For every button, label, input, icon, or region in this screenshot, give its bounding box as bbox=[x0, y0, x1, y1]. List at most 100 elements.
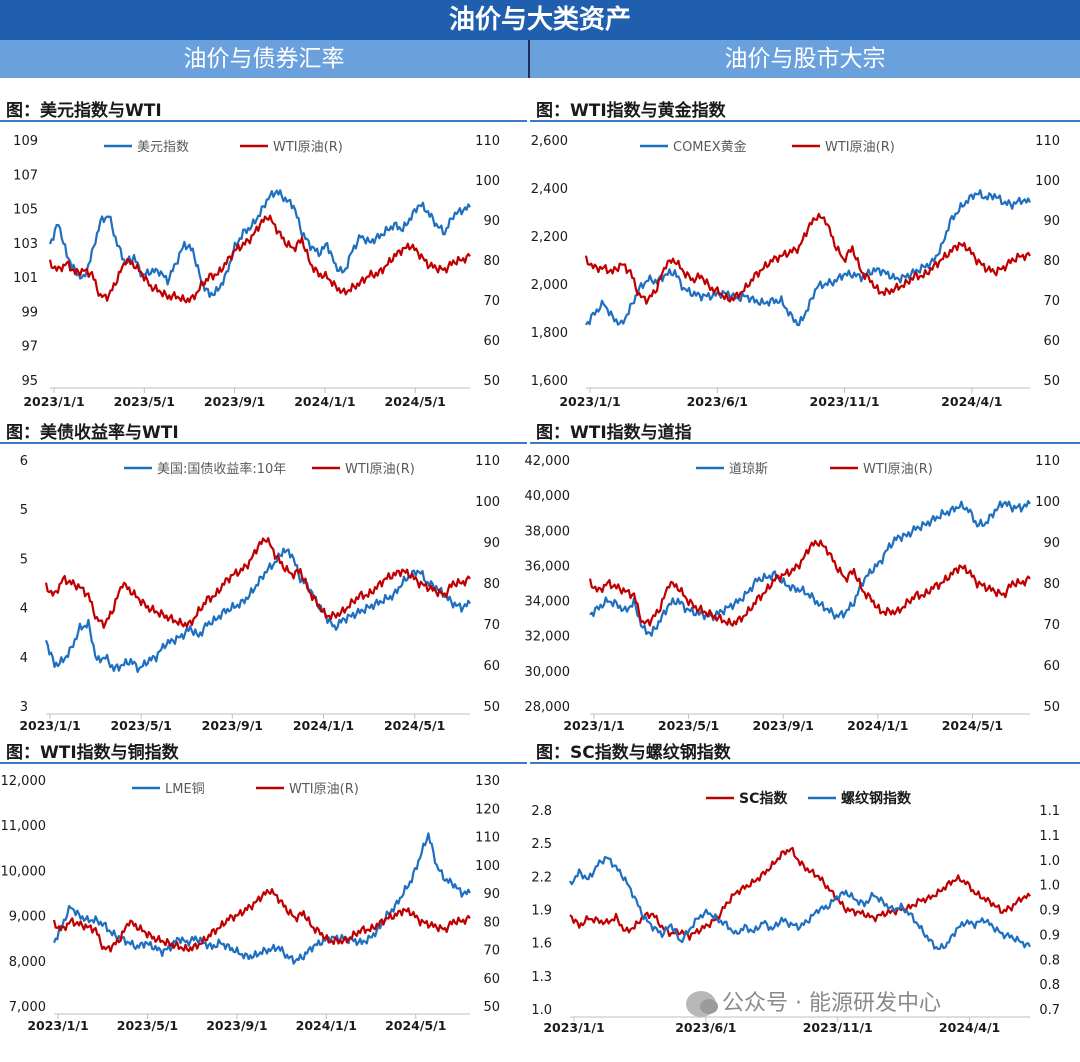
y-left-tick-label: 32,000 bbox=[525, 630, 571, 645]
y-left-tick-label: 30,000 bbox=[525, 665, 571, 680]
title-rule bbox=[530, 120, 1080, 122]
chart-title: 图：WTI指数与铜指数 bbox=[6, 743, 179, 763]
y-left-tick-label: 2.5 bbox=[531, 837, 552, 852]
chart-panel-gold_wti: 图：WTI指数与黄金指数 1,600 1,800 2,000 2,200 2,400 2,6… bbox=[530, 96, 1080, 422]
x-tick-label: 2024/5/1 bbox=[385, 1018, 446, 1033]
x-tick-label: 2024/5/1 bbox=[942, 718, 1003, 733]
y-right-tick-label: 0.8 bbox=[1039, 978, 1060, 993]
y-right-tick-label: 110 bbox=[475, 134, 500, 149]
y-right-tick-label: 90 bbox=[483, 214, 500, 229]
y-left-tick-label: 1.6 bbox=[531, 937, 552, 952]
y-left-tick-label: 36,000 bbox=[525, 559, 571, 574]
x-tick-label: 2023/9/1 bbox=[204, 394, 265, 409]
y-left-tick-label: 101 bbox=[13, 271, 38, 286]
x-tick-label: 2023/1/1 bbox=[543, 1020, 604, 1035]
y-left-tick-label: 8,000 bbox=[9, 955, 46, 970]
y-right-tick-label: 1.0 bbox=[1039, 879, 1060, 894]
y-right-tick-label: 80 bbox=[483, 254, 500, 269]
watermark-text: 公众号 · 能源研发中心 bbox=[722, 991, 941, 1016]
y-right-tick-label: 90 bbox=[1043, 214, 1060, 229]
legend-label: WTI原油(R) bbox=[289, 782, 359, 797]
y-right-tick-label: 1.0 bbox=[1039, 854, 1060, 869]
chart-panel-dxy_wti: 图：美元指数与WTI 95 97 99 101 103 105 107 109 50 60 70 80 9… bbox=[0, 96, 527, 422]
y-left-tick-label: 34,000 bbox=[525, 595, 571, 610]
chart-svg: 3 4 4 5 5 6 50 60 70 80 90 100 110 2023/1/1 2023/5/1 20… bbox=[19, 454, 500, 733]
chart-svg: 28,000 30,000 32,000 34,000 36,000 38,000 40,0… bbox=[525, 454, 1061, 733]
y-left-tick-label: 1,800 bbox=[531, 326, 568, 341]
y-right-tick-label: 90 bbox=[1043, 536, 1060, 551]
x-tick-label: 2023/1/1 bbox=[563, 718, 624, 733]
y-left-tick-label: 5 bbox=[20, 552, 28, 567]
title-rule bbox=[0, 120, 527, 122]
y-right-tick-label: 110 bbox=[475, 831, 500, 846]
legend-label: WTI原油(R) bbox=[863, 462, 933, 477]
y-right-tick-label: 50 bbox=[483, 1000, 500, 1015]
y-right-tick-label: 60 bbox=[483, 972, 500, 987]
y-left-tick-label: 11,000 bbox=[1, 819, 47, 834]
chart-panel-dow_wti: 图：WTI指数与道指 28,000 30,000 32,000 34,000 36,000… bbox=[525, 418, 1080, 744]
x-tick-label: 2023/9/1 bbox=[206, 1018, 267, 1033]
y-left-tick-label: 4 bbox=[20, 651, 28, 666]
chart-panel-ust_wti: 图：美债收益率与WTI 3 4 4 5 5 6 50 60 70 80 90 100 110 2023/1/… bbox=[0, 418, 527, 744]
y-left-tick-label: 1.0 bbox=[531, 1003, 552, 1018]
series-line-left-axis bbox=[48, 189, 471, 298]
chart-title: 图：SC指数与螺纹钢指数 bbox=[536, 743, 731, 763]
x-tick-label: 2024/4/1 bbox=[939, 1020, 1000, 1035]
y-right-tick-label: 60 bbox=[1043, 659, 1060, 674]
y-left-tick-label: 5 bbox=[20, 503, 28, 518]
y-left-tick-label: 28,000 bbox=[525, 700, 571, 715]
y-left-tick-label: 9,000 bbox=[9, 910, 46, 925]
y-right-tick-label: 110 bbox=[1035, 134, 1060, 149]
x-tick-label: 2023/6/1 bbox=[675, 1020, 736, 1035]
x-tick-label: 2023/5/1 bbox=[658, 718, 719, 733]
y-right-tick-label: 70 bbox=[1043, 294, 1060, 309]
title-rule bbox=[0, 442, 527, 444]
y-left-tick-label: 99 bbox=[21, 305, 38, 320]
series-line-right-axis bbox=[569, 855, 1031, 951]
x-tick-label: 2023/9/1 bbox=[202, 718, 263, 733]
y-left-tick-label: 2.2 bbox=[531, 870, 552, 885]
y-right-tick-label: 50 bbox=[483, 374, 500, 389]
title-rule bbox=[530, 762, 1080, 764]
chart-title: 图：美元指数与WTI bbox=[6, 101, 162, 121]
y-right-tick-label: 90 bbox=[483, 887, 500, 902]
y-left-tick-label: 2,000 bbox=[531, 278, 568, 293]
series-line-left-axis bbox=[569, 846, 1031, 941]
wechat-icon bbox=[686, 991, 718, 1017]
y-left-tick-label: 40,000 bbox=[525, 489, 571, 504]
y-right-tick-label: 100 bbox=[1035, 495, 1060, 510]
legend-label: SC指数 bbox=[739, 790, 788, 807]
y-right-tick-label: 110 bbox=[475, 454, 500, 469]
x-tick-label: 2024/4/1 bbox=[941, 394, 1002, 409]
y-left-tick-label: 2,400 bbox=[531, 182, 568, 197]
y-left-tick-label: 12,000 bbox=[1, 774, 47, 789]
x-tick-label: 2023/1/1 bbox=[19, 718, 80, 733]
y-left-tick-label: 2.8 bbox=[531, 804, 552, 819]
series-line-left-axis bbox=[589, 499, 1031, 637]
y-right-tick-label: 100 bbox=[475, 859, 500, 874]
y-left-tick-label: 97 bbox=[21, 340, 38, 355]
y-left-tick-label: 2,600 bbox=[531, 134, 568, 149]
y-left-tick-label: 2,200 bbox=[531, 230, 568, 245]
y-right-tick-label: 70 bbox=[1043, 618, 1060, 633]
section-header-bonds-fx: 油价与债券汇率 bbox=[0, 40, 528, 78]
chart-title: 图：美债收益率与WTI bbox=[6, 423, 179, 443]
series-line-left-axis bbox=[585, 189, 1031, 327]
legend-label: 美国:国债收益率:10年 bbox=[157, 461, 286, 477]
page-banner: 油价与大类资产 bbox=[0, 0, 1080, 40]
y-right-tick-label: 0.7 bbox=[1039, 1003, 1060, 1018]
x-tick-label: 2023/11/1 bbox=[810, 394, 880, 409]
y-right-tick-label: 80 bbox=[1043, 254, 1060, 269]
y-right-tick-label: 90 bbox=[483, 536, 500, 551]
y-left-tick-label: 105 bbox=[13, 203, 38, 218]
y-left-tick-label: 38,000 bbox=[525, 524, 571, 539]
x-tick-label: 2024/5/1 bbox=[384, 718, 445, 733]
legend-label: LME铜 bbox=[165, 782, 205, 797]
y-left-tick-label: 4 bbox=[20, 602, 28, 617]
y-left-tick-label: 103 bbox=[13, 237, 38, 252]
y-left-tick-label: 1,600 bbox=[531, 374, 568, 389]
y-right-tick-label: 50 bbox=[483, 700, 500, 715]
x-tick-label: 2024/5/1 bbox=[385, 394, 446, 409]
legend-label: WTI原油(R) bbox=[273, 140, 343, 155]
series-line-right-axis bbox=[48, 214, 471, 304]
